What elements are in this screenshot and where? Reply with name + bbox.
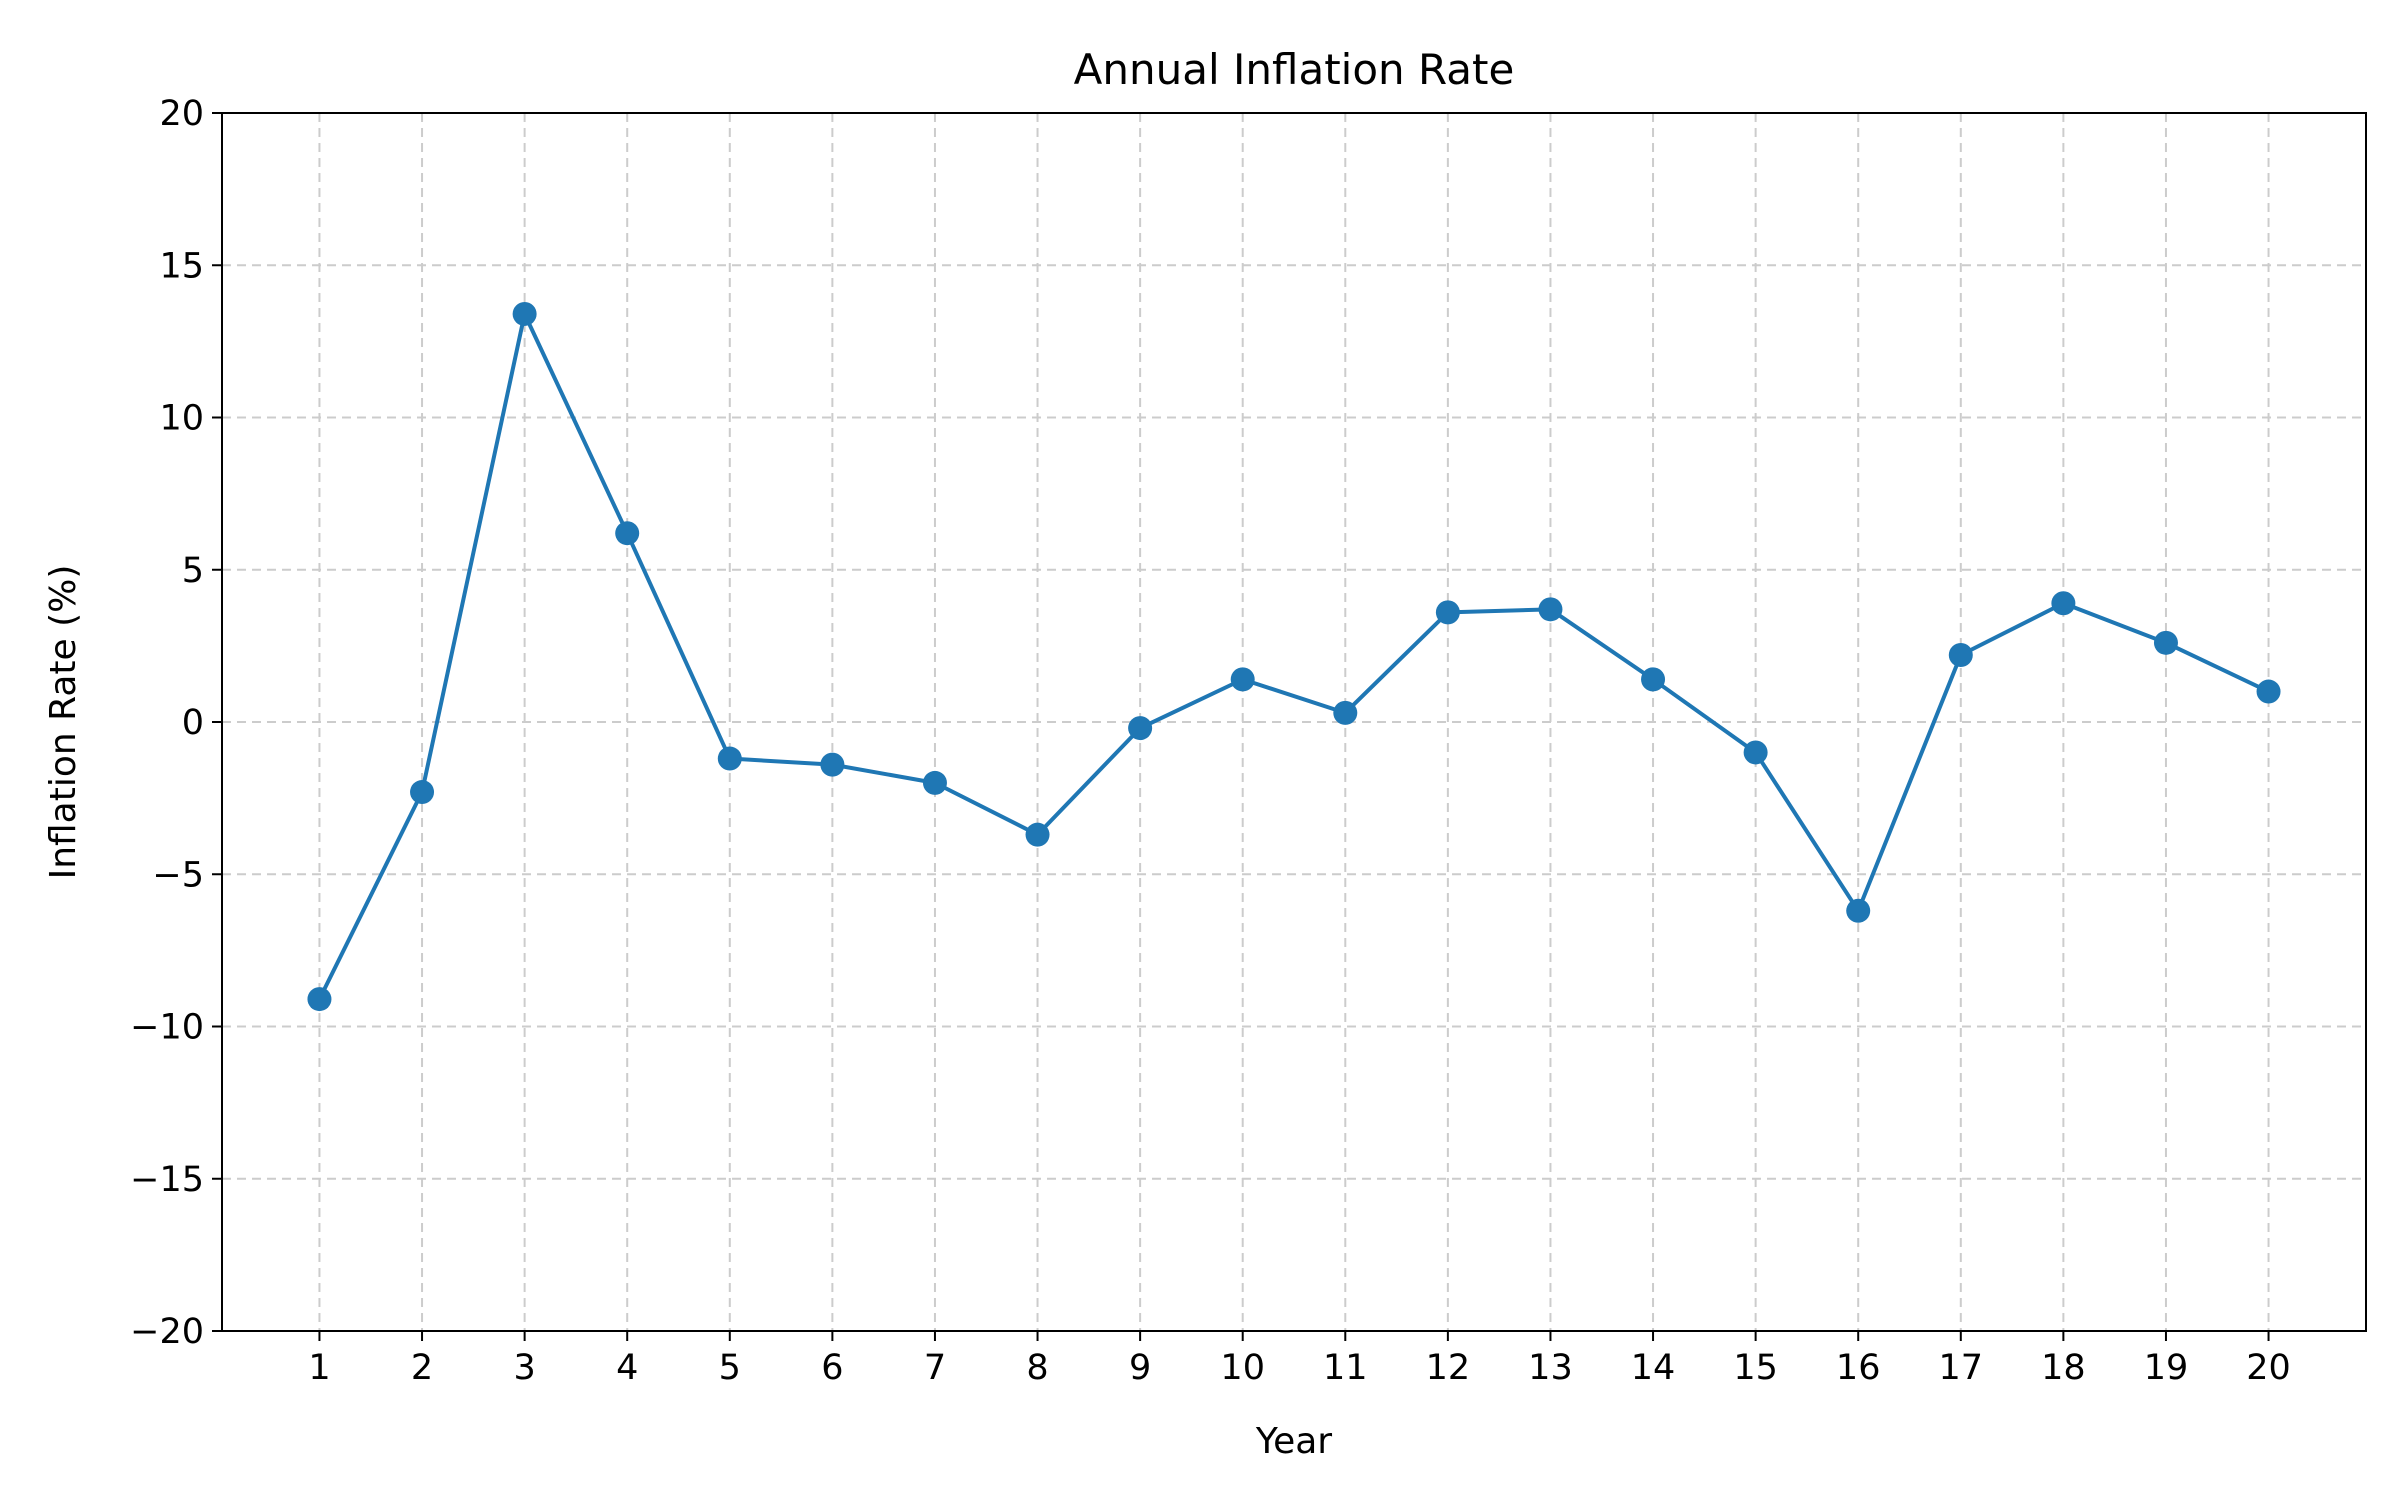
series-layer <box>307 301 2281 1012</box>
data-point <box>1128 716 1153 741</box>
data-point <box>1435 600 1460 625</box>
y-tick-label: 20 <box>159 94 204 134</box>
data-point <box>307 987 332 1012</box>
x-tick-label: 6 <box>821 1348 843 1388</box>
data-point <box>1846 898 1871 923</box>
data-point <box>410 780 435 805</box>
y-tick-label: −20 <box>130 1312 204 1352</box>
x-tick-label: 4 <box>616 1348 638 1388</box>
y-tick-label: −10 <box>130 1008 204 1048</box>
ticks: 1 2 3 4 5 6 7 8 9 10 11 12 13 14 15 16 17 18 19 2020151050−… <box>130 94 2291 1388</box>
data-point <box>1025 822 1050 847</box>
y-tick-label: 10 <box>159 399 204 439</box>
data-point <box>2051 591 2076 616</box>
x-tick-label: 5 <box>719 1348 741 1388</box>
data-point <box>2256 679 2281 704</box>
x-tick-label: 9 <box>1129 1348 1151 1388</box>
data-point <box>922 770 947 795</box>
x-tick-label: 20 <box>2246 1348 2291 1388</box>
data-point <box>1743 740 1768 765</box>
y-axis-label: Inflation Rate (%) <box>43 565 84 880</box>
x-tick-label: 10 <box>1220 1348 1265 1388</box>
x-tick-label: 14 <box>1631 1348 1676 1388</box>
x-tick-label: 12 <box>1426 1348 1471 1388</box>
x-tick-label: 1 <box>308 1348 330 1388</box>
data-point <box>1641 667 1666 692</box>
chart-title: Annual Inflation Rate <box>1074 45 1515 94</box>
x-tick-label: 11 <box>1323 1348 1368 1388</box>
x-tick-label: 3 <box>513 1348 535 1388</box>
x-tick-label: 16 <box>1836 1348 1881 1388</box>
y-tick-label: 0 <box>182 703 204 743</box>
x-tick-label: 15 <box>1733 1348 1778 1388</box>
x-tick-label: 19 <box>2144 1348 2189 1388</box>
data-point <box>615 521 640 546</box>
x-tick-label: 8 <box>1026 1348 1048 1388</box>
y-tick-label: 5 <box>182 551 204 591</box>
data-point <box>1948 643 1973 668</box>
x-tick-label: 18 <box>2041 1348 2086 1388</box>
x-axis-label: Year <box>1255 1421 1332 1462</box>
x-tick-label: 17 <box>1939 1348 1984 1388</box>
series-line <box>317 311 2270 1000</box>
data-point <box>512 301 537 326</box>
data-point <box>717 746 742 771</box>
data-point <box>820 752 845 777</box>
data-point <box>1333 700 1358 725</box>
y-tick-label: −5 <box>152 855 204 895</box>
y-tick-label: −15 <box>130 1160 204 1200</box>
data-point <box>1230 667 1255 692</box>
x-tick-label: 13 <box>1528 1348 1573 1388</box>
x-tick-label: 7 <box>924 1348 946 1388</box>
x-tick-label: 2 <box>411 1348 433 1388</box>
data-point <box>1538 597 1563 622</box>
data-point <box>2153 630 2178 655</box>
y-tick-label: 15 <box>159 246 204 286</box>
